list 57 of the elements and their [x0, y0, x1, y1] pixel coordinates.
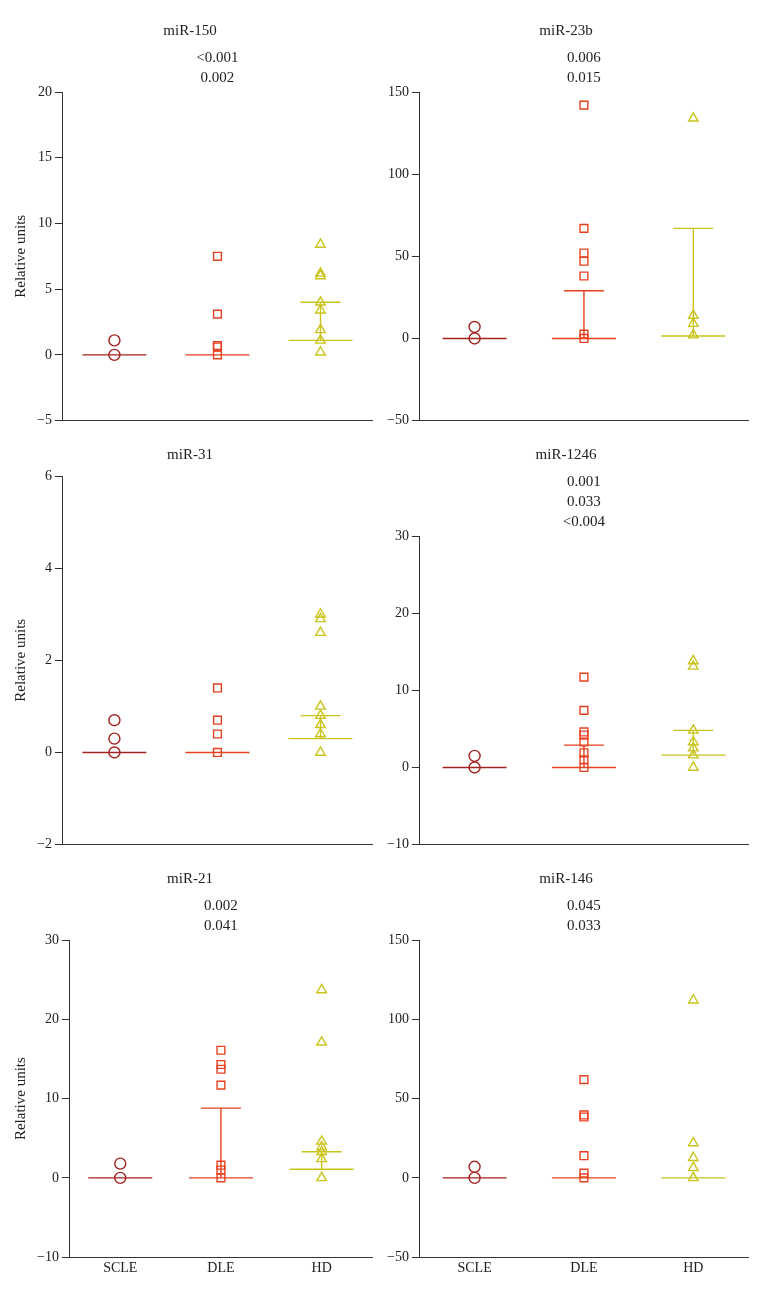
text: 0.045 [567, 897, 601, 914]
y-tick-label: −2 [36, 836, 52, 852]
y-axis-title: Relative units [11, 214, 28, 298]
y-tick-label: 30 [44, 931, 59, 947]
y-tick-label: 4 [44, 559, 52, 575]
chart-title: miR-150 [163, 21, 217, 38]
y-tick-label: 15 [37, 149, 52, 165]
y-tick-label: 0 [44, 744, 52, 760]
y-tick-label: 0 [44, 346, 52, 362]
y-tick-label: 0 [51, 1169, 59, 1185]
x-tick-label: HD [683, 1260, 704, 1276]
y-tick-label: −50 [386, 412, 409, 428]
y-tick-label: 10 [394, 681, 409, 697]
y-tick-label: 100 [387, 165, 409, 181]
y-tick-label: 6 [44, 467, 52, 483]
y-axis-title: Relative units [11, 1056, 28, 1141]
x-tick-label: HD [311, 1260, 332, 1276]
text: 0.033 [567, 493, 601, 510]
y-axis-title: Relative units [11, 618, 28, 702]
x-tick-label: SCLE [103, 1260, 138, 1276]
text: 0.002 [204, 897, 238, 914]
y-tick-label: −10 [386, 836, 409, 852]
text: 0.006 [567, 49, 602, 66]
y-tick-label: 2 [44, 651, 52, 667]
text: <0.004 [562, 513, 606, 530]
y-tick-label: 5 [44, 280, 52, 296]
text: <0.001 [196, 49, 239, 66]
y-tick-label: 100 [387, 1010, 409, 1026]
y-tick-label: 0 [401, 330, 409, 346]
y-tick-label: 150 [387, 83, 409, 99]
y-tick-label: 30 [394, 527, 409, 543]
y-tick-label: 20 [44, 1010, 59, 1026]
chart-title: miR-23b [539, 21, 593, 38]
x-tick-label: DLE [207, 1260, 235, 1276]
chart-title: miR-21 [167, 869, 213, 886]
x-tick-label: SCLE [457, 1260, 492, 1276]
y-tick-label: 50 [394, 247, 409, 263]
x-tick-label: DLE [570, 1260, 598, 1276]
y-tick-label: −10 [36, 1248, 59, 1264]
text: 0.001 [567, 473, 601, 490]
y-tick-label: 0 [401, 759, 409, 775]
chart-title: miR-1246 [535, 445, 597, 462]
text: 0.015 [567, 69, 601, 86]
y-tick-label: 50 [394, 1090, 409, 1106]
chart-title: miR-31 [167, 445, 213, 462]
y-tick-label: 150 [387, 931, 409, 947]
text: 0.002 [200, 69, 235, 86]
y-tick-label: 10 [37, 215, 52, 231]
y-tick-label: 0 [401, 1169, 409, 1185]
y-tick-label: −5 [36, 412, 52, 428]
text: 0.041 [204, 917, 238, 934]
y-tick-label: 10 [44, 1090, 59, 1106]
chart-title: miR-146 [539, 869, 594, 886]
text: 0.033 [567, 917, 601, 934]
y-tick-label: 20 [37, 83, 52, 99]
y-tick-label: 20 [394, 604, 409, 620]
y-tick-label: −50 [386, 1248, 409, 1264]
